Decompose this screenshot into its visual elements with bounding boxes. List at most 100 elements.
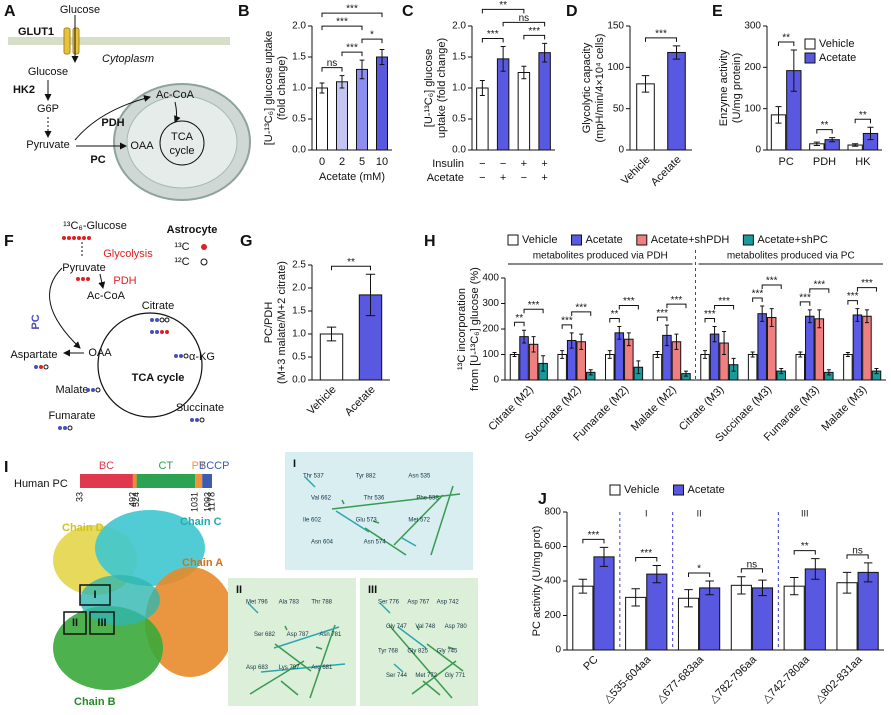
y-tick-label: 2.0 [452,21,466,32]
residue-label: Phe 538 [416,496,439,502]
x-tick-label: 10 [376,156,388,168]
zoom-label: III [368,584,377,596]
error-bar [319,82,325,94]
significance-bracket [481,8,525,14]
residue-label: Val 662 [311,496,332,502]
legend-label: Acetate+shPDH [651,234,730,246]
stick [379,602,391,614]
bar [614,332,625,381]
site-label: III [97,617,106,629]
label: Aspartate [10,349,57,361]
bar [652,354,663,381]
zoom-panel [285,452,473,570]
bar [316,87,328,151]
x-tick-label: Vehicle [619,154,653,188]
error-bar [674,333,679,350]
significance-bracket [740,568,763,573]
error-bar [479,80,485,96]
error-bar [775,106,782,124]
y-tick-label: 800 [544,507,561,518]
error-bar [542,42,548,63]
label: Citrate [142,300,174,312]
significance-bracket [609,317,620,323]
panel-label: G [240,233,252,250]
error-bar [617,325,622,340]
y-axis-label: ¹³C incorporation [456,288,468,370]
cycle [159,120,205,166]
significance-label: *** [813,280,825,291]
row-symbol: + [541,158,547,170]
bar [636,83,655,151]
residue-label: Asp 742 [437,600,460,606]
significance-bracket [582,538,605,544]
residue-label: Asp 683 [246,665,269,671]
x-tick-label: Acetate [343,384,378,419]
error-bar [339,75,345,89]
significance-bracket [846,554,869,559]
panel-label: E [712,3,723,20]
carbon-dots [195,418,199,422]
error-bar [359,59,365,80]
residue-label: Val 748 [415,624,436,630]
error-bar [798,351,803,358]
carbon-dots [150,330,154,334]
y-tick-label: 0.5 [452,114,466,125]
label: OAA [88,347,112,359]
significance-bracket [561,324,573,329]
significance-label: *** [766,276,778,287]
label: OAA [130,140,154,152]
significance-label: ns [852,546,863,557]
x-tick-label: Citrate (M2) [486,384,536,434]
carbon-dots [95,387,101,393]
error-bar [631,588,640,607]
structure [53,510,235,690]
residue-label: Arg 681 [311,665,333,671]
significance-bracket [618,304,639,310]
carbon-dots [159,317,165,323]
significance-bracket [321,25,363,31]
domain-bound: 492 [127,492,137,507]
carbon-dots [81,277,85,281]
label: α-KG [189,351,215,363]
error-bar [703,350,708,359]
significance-label: *** [655,28,667,39]
y-tick-label: 0.0 [452,145,466,156]
significance-label: ** [499,0,507,11]
bar [376,56,388,151]
carbon-dots [63,426,67,430]
stick [304,476,316,488]
label: Ac-CoA [156,89,195,101]
significance-label: ** [515,313,523,324]
carbon-dots [62,236,91,240]
bar [852,314,863,381]
bar [593,556,615,651]
bar [517,72,531,151]
label: ¹³C₆-Glucose [63,220,127,232]
error-bar [636,360,641,375]
error-bar [672,45,681,60]
legend-marker [201,244,207,250]
zoom-label: I [293,458,296,470]
panel-f: ¹³C₆-Glucose Astrocyte ¹³C ¹²C Glycolysi… [10,220,224,431]
stick [397,626,427,649]
error-bar [790,49,797,92]
carbon-dots [190,418,194,422]
error-bar [867,126,874,141]
structure [89,611,115,635]
significance-bracket [523,34,546,40]
y-tick-label: 50 [613,103,625,114]
stick [430,485,454,556]
error-bar [641,75,650,93]
domain-bound: 1093 [203,492,213,512]
error-bar [863,562,873,583]
residue-label: Ser 744 [386,673,408,679]
panel-label: C [402,3,414,20]
significance-label: * [370,30,374,41]
panel-a: Glucose GLUT1 Cytoplasm Glucose HK2 G6P … [8,4,251,201]
significance-label: *** [847,291,859,302]
stick [331,493,461,510]
y-tick-label: 1.5 [292,306,306,317]
x-tick-label: HK [855,156,871,168]
carbon-dots [39,365,43,369]
